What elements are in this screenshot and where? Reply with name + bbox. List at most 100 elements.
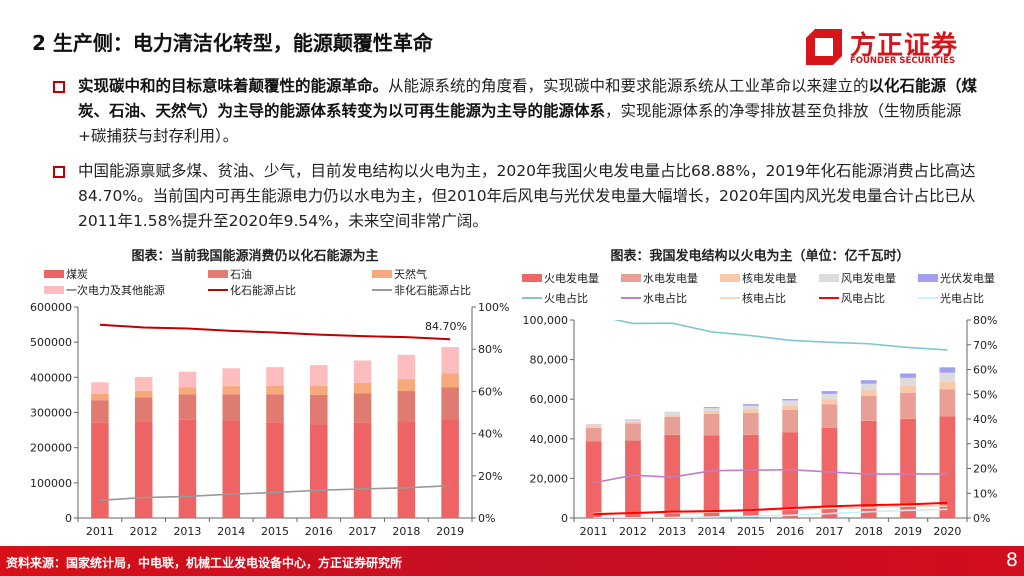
logo-text-cn: 方正证券 bbox=[850, 31, 959, 61]
chart-title-energy: 图表：当前我国能源消费仍以化石能源为主 bbox=[131, 249, 379, 264]
power-generation-chart: 0 20,000 40,000 60,000 80,000 100,000 0% 10% 20%… bbox=[522, 271, 997, 538]
bar-segment bbox=[625, 419, 641, 421]
y2-tick-label: 60% bbox=[478, 385, 502, 398]
legend-swatch bbox=[720, 274, 740, 282]
bar-segment bbox=[664, 414, 681, 417]
bar-segment bbox=[397, 421, 416, 518]
x-tick-label: 2013 bbox=[173, 525, 201, 538]
x-tick-label: 2016 bbox=[305, 525, 333, 538]
bar-segment bbox=[939, 367, 956, 373]
bar-segment bbox=[625, 423, 641, 441]
bar-segment bbox=[585, 424, 602, 426]
bar-segment bbox=[222, 386, 240, 395]
series-line bbox=[99, 484, 451, 502]
bar-segment bbox=[91, 393, 109, 401]
bar-segment bbox=[91, 422, 109, 518]
y-tick-label: 20,000 bbox=[530, 472, 569, 485]
bullet-text: 从能源系统的角度看，实现碳中和要求能源系统从工业革命以来建立的 bbox=[388, 77, 869, 95]
bar-segment bbox=[664, 416, 681, 435]
legend-label: 火电发电量 bbox=[544, 271, 599, 285]
bar-segment bbox=[178, 371, 197, 388]
bar-segment bbox=[703, 435, 720, 518]
bar-segment bbox=[782, 405, 799, 410]
x-tick-label: 2014 bbox=[217, 525, 245, 538]
y-tick-label: 0 bbox=[561, 512, 568, 525]
x-tick-label: 2012 bbox=[130, 525, 158, 538]
bar-segment bbox=[742, 434, 759, 518]
bar-segment bbox=[222, 420, 240, 518]
y2-tick-label: 20% bbox=[973, 463, 997, 476]
x-tick-label: 2015 bbox=[261, 525, 289, 538]
bar-segment bbox=[782, 400, 799, 406]
bar-segment bbox=[782, 432, 799, 518]
legend-label: 光电占比 bbox=[940, 291, 984, 305]
y-tick-label: 0 bbox=[65, 512, 72, 525]
x-tick-label: 2011 bbox=[86, 525, 114, 538]
bar-segment bbox=[266, 367, 284, 386]
series-line bbox=[612, 320, 948, 351]
y-tick-label: 100000 bbox=[30, 477, 72, 490]
bar-segment bbox=[585, 441, 602, 518]
bar-segment bbox=[625, 421, 641, 424]
page-number: 8 bbox=[1005, 549, 1018, 571]
bullet-item: 中国能源禀赋多煤、贫油、少气，目前发电结构以火电为主，2020年我国火电发电量占… bbox=[53, 159, 978, 234]
legend-label: 煤炭 bbox=[66, 268, 88, 281]
bar-segment bbox=[441, 419, 459, 518]
series-line bbox=[99, 323, 451, 341]
energy-consumption-chart: 0 100000 200000 300000 400000 500000 600000 0% 2… bbox=[30, 267, 509, 538]
logo-text-en: FOUNDER SECURITIES bbox=[850, 56, 956, 66]
series-line bbox=[593, 508, 948, 518]
y2-tick-label: 80% bbox=[973, 314, 997, 327]
x-tick-label: 2012 bbox=[619, 525, 647, 538]
bar-segment bbox=[703, 407, 720, 409]
x-tick-label: 2016 bbox=[776, 525, 804, 538]
bar-segment bbox=[310, 365, 328, 386]
bar-segment bbox=[441, 347, 459, 374]
x-tick-label: 2019 bbox=[894, 525, 922, 538]
bar-segment bbox=[585, 425, 602, 428]
legend-label: 风电发电量 bbox=[841, 271, 896, 285]
bar-segment bbox=[900, 385, 916, 393]
x-tick-label: 2018 bbox=[392, 525, 420, 538]
bar-segment bbox=[742, 412, 759, 435]
y-tick-label: 600000 bbox=[30, 301, 72, 314]
founder-securities-logo: 方正证券 FOUNDER SECURITIES bbox=[806, 27, 976, 67]
bar-segment bbox=[782, 409, 799, 433]
bullet-text: 中国能源禀赋多煤、贫油、少气，目前发电结构以火电为主，2020年我国火电发电量占… bbox=[78, 162, 976, 230]
legend-swatch bbox=[208, 270, 228, 278]
legend-label: 一次电力及其他能源 bbox=[66, 283, 165, 297]
bar-segment bbox=[353, 382, 372, 394]
bar-segment bbox=[222, 394, 240, 421]
bar-segment bbox=[266, 422, 284, 518]
y2-tick-label: 0% bbox=[478, 512, 495, 525]
legend-swatch bbox=[44, 270, 64, 278]
x-tick-label: 2018 bbox=[855, 525, 883, 538]
bar-segment bbox=[900, 392, 916, 419]
legend-swatch bbox=[621, 274, 641, 282]
bar-segment bbox=[134, 421, 153, 518]
legend-label: 天然气 bbox=[394, 267, 427, 281]
bar-segment bbox=[134, 390, 153, 398]
x-tick-label: 2013 bbox=[658, 525, 686, 538]
y2-tick-label: 60% bbox=[973, 364, 997, 377]
bar-segment bbox=[266, 394, 284, 423]
bar-segment bbox=[178, 394, 197, 420]
y-tick-label: 500000 bbox=[30, 336, 72, 349]
bar-segment bbox=[91, 382, 109, 394]
y2-tick-label: 40% bbox=[973, 413, 997, 426]
legend-label: 光伏发电量 bbox=[940, 271, 995, 285]
series-line bbox=[593, 468, 948, 484]
page-title: 2 生产侧：电力清洁化转型，能源颠覆性革命 bbox=[32, 31, 433, 55]
bar-segment bbox=[821, 393, 838, 400]
bar-segment bbox=[441, 387, 459, 420]
y-tick-label: 200000 bbox=[30, 442, 72, 455]
bar-segment bbox=[821, 399, 838, 405]
bullet-bold-text: 以化石能源（煤炭、石油、天然气）为主导的能源体系转变为以可再生能源为主导的能源体… bbox=[78, 77, 978, 120]
bullet-square-icon bbox=[53, 166, 65, 178]
bar-segment bbox=[310, 424, 328, 518]
legend-label: 核电发电量 bbox=[742, 271, 797, 285]
bar-segment bbox=[353, 422, 372, 518]
x-tick-label: 2015 bbox=[737, 525, 765, 538]
legend-swatch bbox=[522, 274, 542, 282]
y-tick-label: 300000 bbox=[30, 407, 72, 420]
